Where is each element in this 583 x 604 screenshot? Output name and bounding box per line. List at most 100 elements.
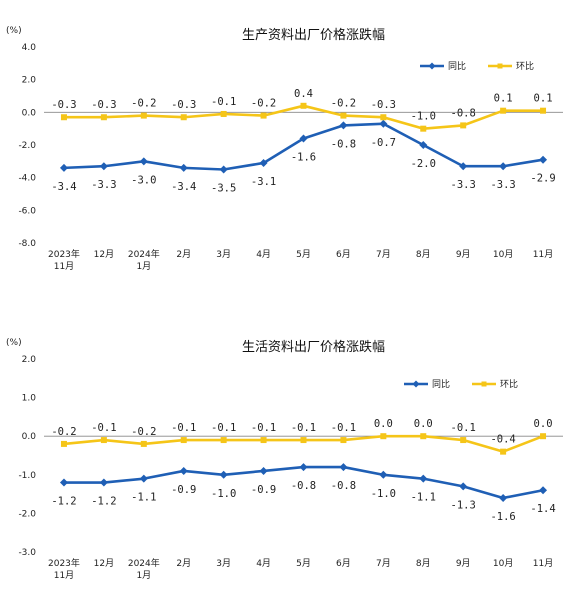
data-label: 0.0 (374, 418, 393, 430)
data-point-marker (379, 119, 388, 128)
data-label: -0.2 (131, 98, 156, 110)
x-tick-label: 12月 (94, 558, 114, 569)
data-point-marker (99, 478, 108, 487)
y-tick-label: 1.0 (22, 394, 37, 404)
data-point-marker (299, 463, 308, 472)
y-tick-label: 0.0 (22, 108, 37, 118)
data-point-marker (420, 125, 427, 132)
data-label: -1.6 (490, 511, 515, 523)
legend-marker (497, 63, 503, 69)
x-tick-label: 1月 (136, 261, 151, 272)
data-label: -0.1 (211, 422, 236, 434)
y-tick-label: -4.0 (18, 174, 36, 184)
data-point-marker (260, 112, 267, 119)
data-label: -0.7 (371, 137, 396, 149)
y-tick-label: 2.0 (22, 355, 37, 365)
y-tick-label: -6.0 (18, 206, 36, 216)
data-label: -0.1 (451, 422, 476, 434)
data-point-marker (59, 478, 68, 487)
x-tick-label: 2月 (176, 558, 191, 569)
x-tick-label: 11月 (533, 249, 553, 260)
data-label: -3.5 (211, 183, 236, 195)
data-label: -0.8 (451, 107, 476, 119)
x-tick-label: 8月 (416, 249, 431, 260)
data-point-marker (339, 463, 348, 472)
y-tick-label: 2.0 (22, 76, 37, 86)
data-label: -1.6 (291, 151, 316, 163)
data-label: -1.1 (131, 492, 156, 504)
data-label: 0.0 (534, 418, 553, 430)
legend-label: 环比 (516, 60, 534, 72)
data-point-marker (419, 474, 428, 483)
data-point-marker (340, 437, 347, 444)
chart-consumer-goods: 生活资料出厂价格涨跌幅 (%) 2.0 1.0 0.0 -1.0 -2.0 -3.0 2023年… (0, 304, 583, 604)
y-tick-label: 0.0 (22, 432, 37, 442)
x-tick-label: 2023年 (48, 248, 80, 260)
x-tick-label: 1月 (136, 570, 151, 581)
data-label: -3.4 (171, 181, 196, 193)
data-point-marker (500, 448, 507, 455)
data-label: -1.0 (411, 111, 436, 123)
data-point-marker (59, 163, 68, 172)
x-tick-label: 12月 (94, 249, 114, 260)
data-point-marker (380, 433, 387, 440)
y-tick-label: -8.0 (18, 239, 36, 249)
data-label: -0.1 (91, 422, 116, 434)
x-tick-label: 2024年 (128, 557, 160, 569)
data-label: 0.0 (414, 418, 433, 430)
x-tick-label: 10月 (493, 558, 513, 569)
data-point-marker (459, 162, 468, 171)
data-point-marker (100, 437, 107, 444)
data-point-marker (419, 141, 428, 149)
data-point-marker (379, 470, 388, 479)
x-tick-label: 3月 (216, 558, 231, 569)
data-label: -0.1 (331, 422, 356, 434)
y-tick-label: -2.0 (18, 509, 36, 519)
x-tick-label: 6月 (336, 249, 351, 260)
data-label: -3.4 (51, 181, 76, 193)
data-label: 0.1 (494, 93, 513, 105)
data-point-marker (300, 437, 307, 444)
data-label: -2.0 (411, 158, 436, 170)
legend-label: 环比 (500, 378, 518, 390)
chart-title: 生活资料出厂价格涨跌幅 (242, 339, 385, 355)
x-tick-label: 11月 (533, 558, 553, 569)
x-tick-label: 9月 (456, 249, 471, 260)
data-point-marker (179, 466, 188, 475)
data-point-marker (499, 493, 508, 502)
data-label: -1.2 (51, 496, 76, 508)
data-label: 0.1 (534, 93, 553, 105)
legend-marker (428, 62, 436, 70)
x-tick-label: 5月 (296, 558, 311, 569)
data-label: -1.0 (371, 488, 396, 500)
y-tick-label: -1.0 (18, 471, 36, 481)
data-point-marker (500, 107, 507, 114)
data-point-marker (499, 162, 508, 171)
data-point-marker (260, 437, 267, 444)
legend-label: 同比 (432, 378, 450, 390)
data-label: 0.4 (294, 88, 313, 100)
data-point-marker (339, 121, 348, 130)
legend-label: 同比 (448, 60, 466, 72)
data-label: -0.1 (291, 422, 316, 434)
data-label: -0.2 (131, 426, 156, 438)
data-point-marker (220, 437, 227, 444)
data-label: -2.9 (530, 173, 555, 185)
data-label: -0.2 (51, 426, 76, 438)
data-label: -0.2 (331, 98, 356, 110)
chart-production-materials: 生产资料出厂价格涨跌幅 (%) 4.0 2.0 0.0 -2.0 -4.0 -6.0 -8.0 2… (0, 0, 583, 300)
data-point-marker (180, 437, 187, 444)
data-label: -0.8 (331, 138, 356, 150)
x-tick-label: 8月 (416, 558, 431, 569)
x-tick-label: 6月 (336, 558, 351, 569)
data-point-marker (340, 112, 347, 119)
data-point-marker (99, 162, 108, 171)
data-point-marker (179, 163, 188, 172)
data-point-marker (460, 122, 467, 129)
data-label: -0.8 (331, 480, 356, 492)
x-tick-label: 9月 (456, 558, 471, 569)
data-label: -3.1 (251, 176, 276, 188)
data-point-marker (100, 114, 107, 121)
chart-svg-consumer: 生活资料出厂价格涨跌幅 (%)2.0 1.0 0.0 -1.0 -2.0 -3.0 2023年… (6, 338, 563, 581)
legend-marker (481, 381, 487, 387)
